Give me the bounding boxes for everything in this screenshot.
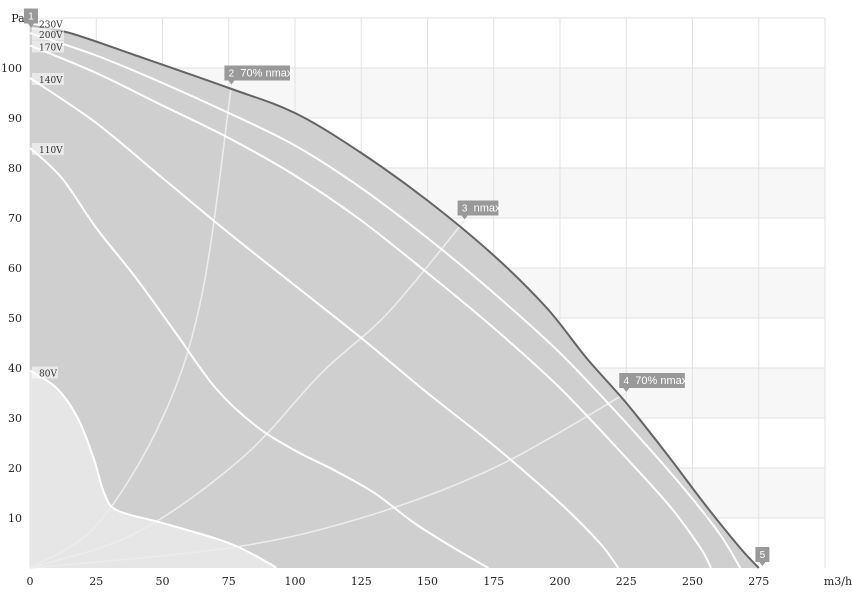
y-tick-label: 80: [8, 162, 22, 175]
system-curve: [29, 219, 466, 569]
y-tick-label: 50: [8, 312, 22, 325]
y-tick-label: 40: [8, 362, 22, 375]
y-axis: 10 20 30 40 50 60 70 80 90 100 Pa: [1, 12, 25, 525]
x-tick-label: 0: [27, 575, 34, 588]
marker-pointer: [28, 23, 34, 28]
x-axis-unit: m3/h: [824, 575, 852, 588]
marker-pointer: [461, 215, 468, 220]
marker-pointer: [228, 80, 235, 85]
curve-label-bg: [32, 73, 64, 85]
speed-curves: [29, 32, 742, 569]
envelope-line: [29, 24, 760, 569]
system-curve: [29, 85, 233, 569]
x-tick-label: 250: [682, 575, 703, 588]
low-speed-area: [30, 370, 277, 568]
curve-label-200v: 200V: [39, 31, 63, 41]
operating-point-3: 3 nmax: [457, 200, 501, 220]
x-tick-label: 225: [616, 575, 637, 588]
y-tick-label: 60: [8, 262, 22, 275]
curve-label-bg: [32, 28, 64, 40]
speed-curve-140v: [29, 77, 620, 569]
x-tick-label: 200: [550, 575, 571, 588]
marker-pointer: [759, 562, 766, 566]
x-tick-label: 275: [748, 575, 769, 588]
operating-point-1: 1: [24, 8, 38, 28]
marker-box: [24, 8, 38, 24]
operating-points: 1 2 70% nmax 3 nmax 4 70% nmax 5: [24, 8, 770, 566]
speed-curve-170v: [29, 44, 712, 569]
marker-pointer: [623, 388, 630, 392]
envelope-area: [30, 25, 759, 568]
x-tick-label: 100: [285, 575, 306, 588]
speed-curve-80v: [29, 369, 277, 569]
marker-box: [755, 547, 770, 562]
y-tick-label: 10: [8, 512, 22, 525]
marker-number: 4: [623, 376, 629, 387]
curve-label-140v: 140V: [39, 76, 63, 86]
marker-box: [224, 65, 290, 81]
speed-curve-110v: [29, 147, 489, 569]
curve-label-bg: [32, 17, 64, 30]
system-curve: [29, 392, 627, 569]
marker-label: nmax: [474, 203, 501, 215]
curve-label-bg: [32, 40, 64, 53]
y-axis-unit: Pa: [11, 12, 25, 25]
system-curves: [29, 85, 627, 569]
curve-label-110v: 110V: [39, 146, 63, 156]
marker-label: 70% nmax: [635, 375, 687, 387]
y-tick-label: 30: [8, 412, 22, 425]
speed-curve-200v: [29, 32, 742, 569]
x-tick-label: 125: [351, 575, 372, 588]
y-tick-label: 70: [8, 212, 22, 225]
x-tick-label: 50: [156, 575, 170, 588]
marker-number: 1: [28, 12, 34, 23]
marker-number: 2: [229, 69, 235, 80]
x-tick-label: 25: [89, 575, 103, 588]
y-tick-label: 100: [1, 62, 22, 75]
operating-point-5: 5: [755, 547, 770, 566]
marker-number: 3: [462, 204, 468, 215]
x-tick-label: 175: [483, 575, 504, 588]
operating-point-2: 2 70% nmax: [224, 65, 293, 85]
curve-label-bg: [32, 143, 64, 155]
curve-label-bg: [32, 366, 58, 379]
x-tick-label: 75: [222, 575, 236, 588]
marker-box: [457, 200, 499, 216]
operating-point-4: 4 70% nmax: [619, 373, 688, 392]
x-tick-label: 150: [417, 575, 438, 588]
marker-label: 70% nmax: [240, 68, 292, 80]
curve-label-230v: 230V: [39, 21, 63, 31]
marker-number: 5: [760, 550, 766, 561]
x-axis: 0 25 50 75 100 125 150 175 200 225 250 275 m3/h: [27, 575, 852, 588]
marker-box: [619, 373, 685, 388]
y-tick-label: 20: [8, 462, 22, 475]
curve-label-170v: 170V: [39, 44, 63, 54]
curve-label-80v: 80V: [39, 370, 57, 380]
y-tick-label: 90: [8, 112, 22, 125]
